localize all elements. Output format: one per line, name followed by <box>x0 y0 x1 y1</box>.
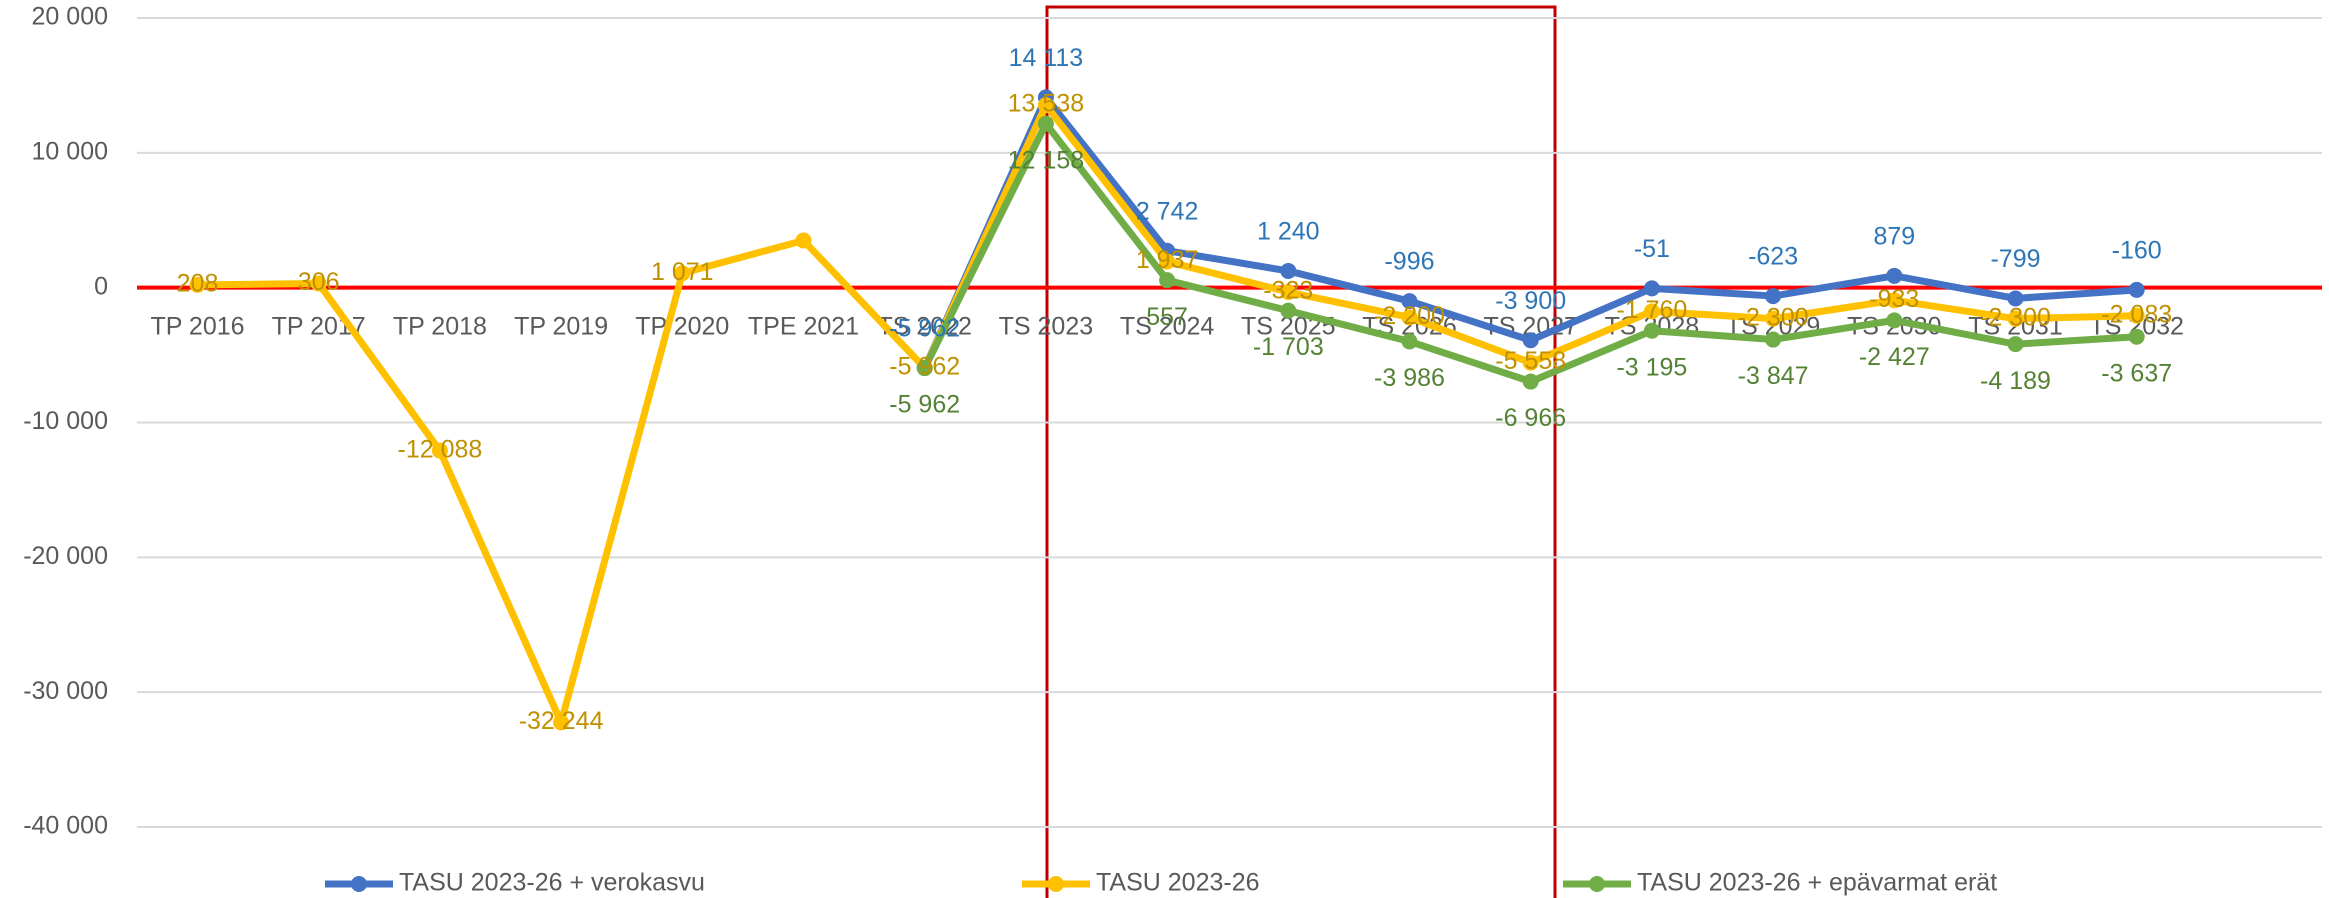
data-label: -1 760 <box>1616 296 1687 324</box>
y-tick-label: -10 000 <box>23 407 108 435</box>
x-tick-label: TP 2018 <box>393 312 487 340</box>
data-label: 14 113 <box>1009 44 1084 72</box>
data-label: -12 088 <box>398 435 483 463</box>
point <box>1280 302 1297 319</box>
x-tick-label: TP 2019 <box>514 312 608 340</box>
point <box>1159 272 1176 289</box>
legend-marker <box>1048 876 1064 892</box>
data-label: -5 962 <box>889 315 960 343</box>
point <box>189 276 206 293</box>
data-label: -996 <box>1384 248 1434 276</box>
data-label: -160 <box>2112 236 2162 264</box>
point <box>2007 310 2024 327</box>
data-label: 557 <box>1146 303 1188 331</box>
point <box>553 714 570 731</box>
data-label: -2 200 <box>1374 302 1445 330</box>
data-label: -2 300 <box>1980 303 2051 331</box>
x-tick-label: TP 2016 <box>150 312 244 340</box>
point <box>1765 331 1782 348</box>
highlight-box <box>1045 5 1557 898</box>
point <box>1401 293 1418 310</box>
data-label: -623 <box>1748 243 1798 271</box>
legend-label: TASU 2023-26 + epävarmat erät <box>1637 869 1997 897</box>
data-label: -6 966 <box>1495 404 1566 432</box>
y-tick-label: -40 000 <box>23 812 108 840</box>
point <box>2128 328 2145 345</box>
plot: TP 2016 TP 2017 TP 2018 TP 2019 TP 2020 TPE 2… <box>150 44 2183 897</box>
data-label: -5 558 <box>1495 347 1566 375</box>
y-tick-label: 20 000 <box>32 3 108 31</box>
legend-marker <box>351 876 367 892</box>
y-tick-label: 10 000 <box>32 137 108 165</box>
data-label: 12 158 <box>1008 146 1084 174</box>
data-label: -2 427 <box>1859 343 1930 371</box>
point <box>795 232 812 249</box>
data-label: -2 083 <box>2101 300 2172 328</box>
point <box>1522 354 1539 371</box>
point <box>1643 280 1660 297</box>
data-label: -3 847 <box>1738 362 1809 390</box>
data-label: -3 637 <box>2101 359 2172 387</box>
point <box>1643 322 1660 339</box>
point <box>1643 303 1660 320</box>
point <box>1280 262 1297 279</box>
data-label: -51 <box>1634 235 1670 263</box>
point <box>2128 307 2145 324</box>
data-label: -32 244 <box>519 707 604 735</box>
data-label: 879 <box>1873 222 1915 250</box>
y-tick-label: 0 <box>94 272 108 300</box>
data-label: -1 703 <box>1253 333 1324 361</box>
data-label: -2 300 <box>1738 303 1809 331</box>
data-label: -5 962 <box>889 391 960 419</box>
point <box>2007 336 2024 353</box>
data-label: 1 240 <box>1257 218 1320 246</box>
point <box>1037 97 1054 114</box>
data-label: 306 <box>298 268 340 296</box>
legend-marker <box>1589 876 1605 892</box>
data-label: 13 538 <box>1008 90 1084 118</box>
point <box>1765 310 1782 327</box>
data-label: -3 986 <box>1374 364 1445 392</box>
data-label: -799 <box>1990 245 2040 273</box>
data-label: 1 071 <box>651 258 714 286</box>
point <box>1401 309 1418 326</box>
legend-label: TASU 2023-26 + verokasvu <box>399 869 705 897</box>
point <box>1401 333 1418 350</box>
point <box>1765 288 1782 305</box>
point <box>1886 312 1903 329</box>
data-label: -4 189 <box>1980 367 2051 395</box>
point <box>2128 281 2145 298</box>
x-tick-label: TS 2024 <box>1120 312 1215 340</box>
x-tick-label: TP 2020 <box>635 312 729 340</box>
point <box>1522 332 1539 349</box>
data-label: 2 742 <box>1136 197 1199 225</box>
point <box>1522 373 1539 390</box>
point <box>674 265 691 282</box>
legend-label: TASU 2023-26 <box>1096 869 1260 897</box>
point <box>1886 292 1903 309</box>
data-label: -3 900 <box>1495 287 1566 315</box>
data-label: 208 <box>177 269 219 297</box>
data-label: 1 937 <box>1136 246 1199 274</box>
point <box>1159 253 1176 270</box>
point <box>1037 115 1054 132</box>
point <box>916 360 933 377</box>
grid: -40 000 -30 000 -20 000 -10 000 0 10 000 20 00… <box>23 3 2322 840</box>
data-label: -323 <box>1263 277 1313 305</box>
point <box>431 442 448 459</box>
y-tick-label: -20 000 <box>23 542 108 570</box>
y-tick-label: -30 000 <box>23 677 108 705</box>
x-tick-label: TPE 2021 <box>748 312 859 340</box>
data-label: -933 <box>1869 285 1919 313</box>
point <box>1886 267 1903 284</box>
point <box>2007 290 2024 307</box>
x-tick-label: TS 2023 <box>999 312 1094 340</box>
data-label: -3 195 <box>1616 353 1687 381</box>
point <box>1280 284 1297 301</box>
point <box>310 275 327 292</box>
data-label: -5 962 <box>889 353 960 381</box>
